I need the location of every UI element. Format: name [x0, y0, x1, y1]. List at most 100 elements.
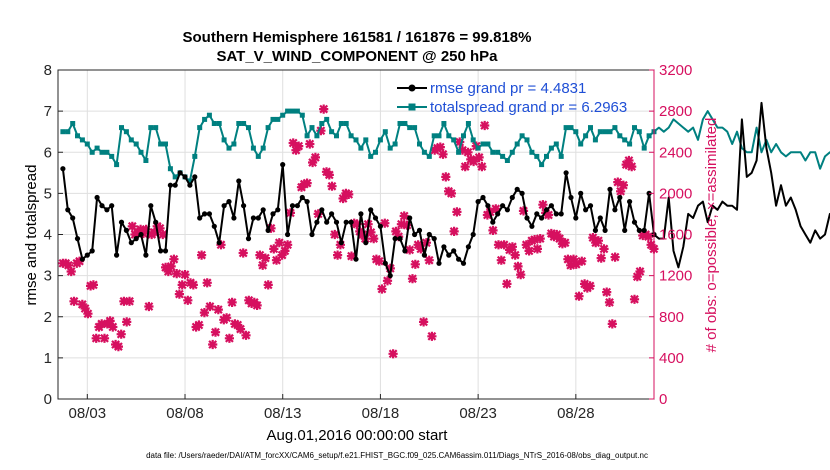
rmse-point	[407, 215, 413, 221]
rmse-point	[153, 219, 159, 225]
rmse-point	[372, 215, 379, 221]
totalspread-point	[236, 121, 242, 126]
obs-point	[613, 177, 623, 187]
obs-point	[524, 246, 534, 256]
obs-point	[521, 240, 531, 250]
rmse-point	[270, 211, 276, 217]
totalspread-point	[402, 121, 408, 126]
totalspread-point	[246, 125, 251, 131]
totalspread-point	[456, 149, 462, 155]
rmse-point	[402, 248, 408, 254]
x-tick-label: 08/03	[69, 405, 107, 422]
obs-point	[113, 342, 123, 352]
totalspread-point	[597, 129, 603, 135]
rmse-point	[363, 240, 369, 246]
obs-point	[477, 162, 487, 172]
totalspread-point	[290, 108, 295, 114]
totalspread-point	[421, 149, 427, 155]
y2-tick-label: 2800	[659, 103, 692, 120]
rmse-point	[172, 182, 178, 188]
rmse-point	[329, 211, 335, 217]
obs-point	[346, 251, 357, 261]
rmse-point	[543, 207, 550, 213]
totalspread-point	[270, 116, 276, 122]
obs-point	[163, 266, 173, 277]
obs-point	[316, 126, 326, 136]
rmse-point	[563, 170, 569, 176]
obs-point	[410, 259, 420, 269]
obs-point	[177, 280, 187, 290]
rmse-point	[245, 236, 252, 242]
obs-point	[330, 229, 340, 240]
obs-point	[369, 234, 379, 244]
obs-point	[194, 320, 204, 330]
rmse-point	[333, 219, 340, 225]
totalspread-point	[534, 153, 540, 159]
obs-point	[294, 141, 304, 151]
rmse-point	[451, 248, 457, 254]
totalspread-point	[114, 162, 120, 168]
rmse-point	[348, 219, 354, 225]
totalspread-point	[387, 145, 393, 151]
totalspread-point	[368, 153, 374, 159]
rmse-point	[314, 219, 320, 225]
obs-point	[396, 219, 406, 229]
rmse-point	[182, 174, 188, 180]
rmse-point	[206, 211, 212, 217]
left-axis-ticks: 0 1 2 3 4 5 6 7 8	[44, 62, 63, 408]
obs-point	[596, 253, 606, 263]
totalspread-point	[70, 121, 76, 126]
obs-point	[435, 142, 445, 152]
obs-point	[599, 244, 609, 254]
rmse-point	[99, 203, 105, 209]
obs-point	[449, 226, 459, 236]
obs-point	[602, 287, 612, 297]
rmse-point	[216, 240, 222, 246]
totalspread-point	[241, 121, 247, 126]
y-tick-label: 0	[44, 391, 52, 408]
totalspread-point	[143, 158, 149, 163]
obs-point	[302, 178, 312, 188]
obs-point	[441, 172, 451, 182]
rmse-point	[289, 203, 296, 209]
obs-point	[407, 274, 418, 284]
rmse-point	[524, 215, 530, 221]
obs-point	[513, 261, 523, 271]
totalspread-point	[338, 121, 344, 126]
rmse-point	[104, 207, 110, 213]
totalspread-point	[495, 149, 501, 155]
obs-point	[457, 145, 468, 155]
rmse-point	[578, 190, 584, 196]
obs-point	[402, 220, 412, 230]
rmse-point	[74, 236, 81, 242]
totalspread-point	[524, 137, 530, 143]
obs-point	[538, 200, 548, 210]
rmse-point	[519, 190, 525, 196]
totalspread-point	[89, 149, 95, 155]
totalspread-point	[280, 112, 286, 118]
rmse-point	[309, 231, 315, 238]
obs-point	[480, 120, 490, 131]
obs-point	[543, 210, 554, 220]
obs-point	[493, 240, 504, 250]
obs-point	[499, 240, 509, 250]
obs-point	[258, 260, 268, 270]
totalspread-point	[60, 129, 66, 135]
rmse-point	[612, 207, 618, 213]
obs-point	[518, 206, 529, 216]
series-rmse	[60, 101, 830, 279]
rmse-point	[416, 227, 423, 233]
obs-point	[593, 236, 603, 246]
totalspread-point	[461, 133, 466, 139]
x-axis-ticks: 08/03 08/08 08/13 08/18 08/23 08/28	[69, 394, 595, 422]
totalspread-point	[255, 153, 261, 159]
totalspread-point	[578, 141, 584, 147]
rmse-point	[84, 252, 90, 258]
obs-point	[333, 250, 343, 260]
obs-point	[496, 255, 506, 265]
rmse-point	[368, 207, 374, 213]
totalspread-point	[319, 121, 325, 126]
totalspread-point	[226, 145, 232, 151]
totalspread-point	[553, 141, 559, 147]
